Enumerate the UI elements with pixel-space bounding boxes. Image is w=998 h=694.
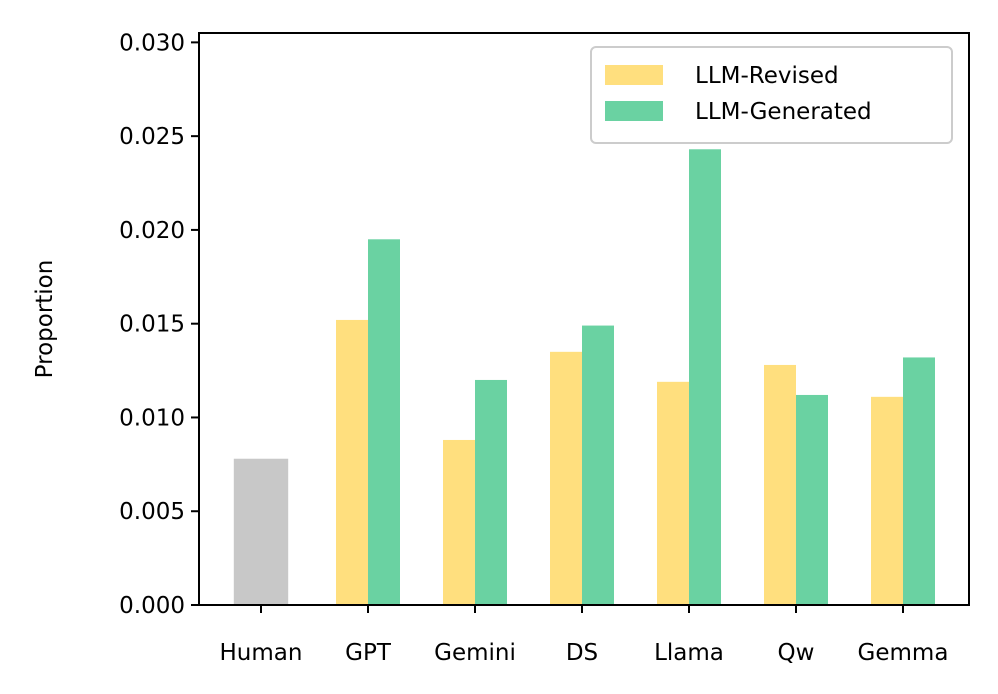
x-tick-label-ds: DS bbox=[566, 640, 598, 666]
plot-area bbox=[198, 32, 970, 606]
x-tick-label-gpt: GPT bbox=[345, 640, 392, 666]
y-tick-label: 0.030 bbox=[119, 30, 185, 56]
bar-llm-generated-gemma bbox=[903, 357, 935, 605]
legend-swatch-llm-revised bbox=[605, 65, 663, 85]
bars bbox=[233, 149, 935, 606]
bar-llm-generated-ds bbox=[582, 325, 614, 605]
legend-frame bbox=[590, 46, 953, 144]
y-tick-label: 0.010 bbox=[119, 405, 185, 431]
y-tick-label: 0.020 bbox=[119, 218, 185, 244]
x-tick-label-llama: Llama bbox=[654, 640, 724, 666]
bar-human bbox=[233, 458, 289, 605]
bar-llm-revised-gpt bbox=[336, 319, 368, 605]
legend-swatch-llm-generated bbox=[605, 101, 663, 121]
bar-llm-revised-llama bbox=[657, 381, 689, 605]
y-axis-title: Proportion bbox=[32, 260, 58, 379]
y-axis: 0.000 0.005 0.010 0.015 0.020 0.025 0.030 bbox=[119, 30, 199, 619]
bar-llm-revised-ds bbox=[550, 351, 582, 605]
bar-llm-revised-qw bbox=[764, 364, 796, 605]
bar-llm-generated-llama bbox=[689, 149, 721, 606]
bar-llm-generated-qw bbox=[796, 394, 828, 605]
bar-llm-generated-gpt bbox=[368, 239, 400, 605]
bar-llm-revised-gemini bbox=[443, 439, 475, 605]
bar-llm-revised-gemma bbox=[871, 396, 903, 605]
y-tick-label: 0.015 bbox=[119, 312, 185, 338]
bar-llm-generated-gemini bbox=[475, 379, 507, 605]
x-axis: Human GPT Gemini DS Llama Qw Gemma bbox=[220, 605, 949, 666]
legend-label-llm-generated: LLM-Generated bbox=[695, 99, 872, 125]
x-tick-label-qw: Qw bbox=[778, 640, 815, 666]
x-tick-label-gemini: Gemini bbox=[434, 640, 516, 666]
y-tick-label: 0.025 bbox=[119, 124, 185, 150]
plot-frame bbox=[198, 32, 970, 606]
y-tick-label: 0.005 bbox=[119, 499, 185, 525]
x-tick-label-gemma: Gemma bbox=[858, 640, 949, 666]
legend: LLM-Revised LLM-Generated bbox=[590, 46, 953, 144]
legend-label-llm-revised: LLM-Revised bbox=[695, 63, 839, 89]
y-tick-label: 0.000 bbox=[119, 593, 185, 619]
x-tick-label-human: Human bbox=[220, 640, 303, 666]
